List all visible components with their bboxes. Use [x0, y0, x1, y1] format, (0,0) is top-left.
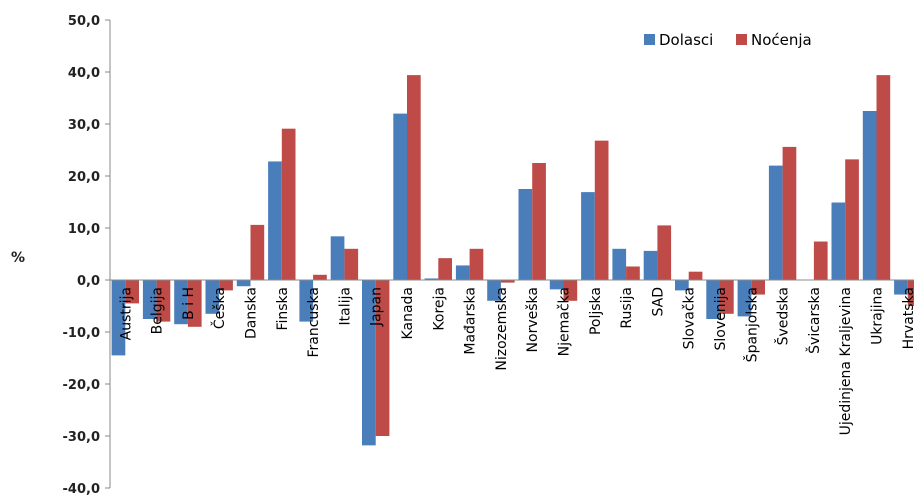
category-labels: Austrija Belgija B i H Češka Danska Finska Fra… — [118, 287, 914, 435]
legend-label-dolasci: Dolasci — [659, 31, 713, 49]
bar-nocenja — [907, 280, 914, 306]
bar-dolasci — [455, 265, 470, 280]
bar-dolasci — [768, 165, 783, 280]
category-label: Mađarska — [463, 287, 479, 355]
bar-dolasci — [268, 161, 282, 280]
bar-nocenja — [813, 241, 828, 280]
bar-dolasci — [737, 280, 752, 317]
bar-dolasci — [831, 202, 846, 280]
bar-nocenja — [500, 280, 515, 283]
category-label: Poljska — [588, 287, 604, 335]
bar-dolasci — [393, 113, 407, 280]
bar-dolasci — [111, 280, 126, 356]
bar-nocenja — [375, 280, 390, 436]
legend: Dolasci Noćenja — [644, 31, 812, 49]
category-label: Slovenija — [713, 287, 729, 350]
bar-dolasci — [862, 111, 877, 280]
y-tick-label: 40,0 — [68, 66, 100, 81]
category-label: Norveška — [525, 287, 541, 352]
y-tick-label: 30,0 — [68, 118, 100, 133]
bar-nocenja — [156, 280, 171, 322]
bar-dolasci — [612, 248, 627, 280]
y-tick-label: -30,0 — [63, 430, 100, 445]
bar-nocenja — [344, 248, 359, 280]
bar-nocenja — [125, 280, 139, 304]
category-label: Danska — [244, 287, 260, 339]
bar-dolasci — [424, 278, 439, 280]
bar-nocenja — [657, 225, 672, 280]
bar-nocenja — [751, 280, 765, 295]
y-tick-label: -10,0 — [63, 326, 100, 341]
category-label: Japan — [369, 287, 385, 327]
bar-dolasci — [894, 280, 908, 295]
category-label: Finska — [275, 287, 291, 331]
bar-dolasci — [487, 280, 501, 301]
bar-dolasci — [205, 280, 220, 314]
y-axis-label: % — [11, 250, 25, 266]
bar-nocenja — [438, 258, 452, 280]
category-label: Koreja — [431, 287, 447, 331]
bar-dolasci — [174, 280, 188, 325]
bar-dolasci — [236, 280, 251, 287]
category-label: Španjolska — [742, 287, 760, 362]
bar-dolasci — [142, 280, 157, 319]
y-tick-label: 0,0 — [77, 274, 100, 289]
bar-nocenja — [626, 266, 640, 280]
bar-nocenja — [219, 280, 233, 291]
bar-nocenja — [532, 163, 546, 280]
category-label: Rusija — [619, 287, 635, 329]
bars — [111, 75, 914, 446]
category-label: Švicarska — [805, 287, 823, 354]
bar-dolasci — [518, 189, 533, 280]
legend-swatch-dolasci — [644, 34, 655, 45]
bar-nocenja — [720, 280, 734, 314]
bar-dolasci — [675, 280, 689, 291]
bar-nocenja — [187, 280, 202, 327]
bar-nocenja — [594, 140, 609, 280]
category-label: SAD — [650, 287, 666, 317]
category-label: Slovačka — [682, 287, 698, 349]
legend-swatch-nocenja — [736, 34, 747, 45]
y-tick-label: 50,0 — [68, 14, 100, 29]
category-label: Nizozemska — [494, 287, 510, 371]
category-label: B i H — [181, 287, 197, 320]
bar-nocenja — [876, 75, 891, 281]
category-label: Austrija — [118, 287, 134, 340]
legend-label-nocenja: Noćenja — [751, 31, 812, 49]
bar-nocenja — [688, 271, 703, 280]
category-label: Ukrajina — [870, 287, 886, 345]
category-label: Francuska — [306, 287, 322, 358]
y-tick-label: -40,0 — [63, 482, 100, 497]
category-label: Belgija — [150, 287, 166, 334]
bar-dolasci — [362, 280, 376, 446]
bar-nocenja — [250, 224, 265, 280]
category-label: Kanada — [400, 287, 416, 339]
bar-nocenja — [563, 280, 578, 301]
category-label: Italija — [337, 287, 353, 325]
bar-dolasci — [299, 280, 314, 322]
category-label: Češka — [210, 287, 228, 329]
bar-nocenja — [281, 128, 296, 280]
y-axis-ticks: -40,0 -30,0 -20,0 -10,0 0,0 10,0 20,0 30,0 40,0 5… — [63, 14, 110, 497]
bar-dolasci — [549, 280, 564, 290]
bar-nocenja — [313, 274, 327, 280]
category-label: Ujedinjena Kraljevina — [838, 287, 854, 435]
bar-nocenja — [469, 248, 484, 280]
category-label: Hrvatska — [901, 287, 914, 349]
bar-dolasci — [330, 236, 345, 280]
y-tick-label: 10,0 — [68, 222, 100, 237]
category-label: Njemačka — [557, 287, 573, 356]
y-tick-label: 20,0 — [68, 170, 100, 185]
bar-dolasci — [706, 280, 720, 319]
bar-nocenja — [845, 159, 859, 280]
category-label: Švedska — [774, 287, 792, 345]
bar-nocenja — [407, 75, 421, 281]
bar-dolasci — [643, 250, 658, 280]
bar-dolasci — [581, 192, 595, 280]
bar-nocenja — [782, 146, 797, 280]
y-tick-label: -20,0 — [63, 378, 100, 393]
